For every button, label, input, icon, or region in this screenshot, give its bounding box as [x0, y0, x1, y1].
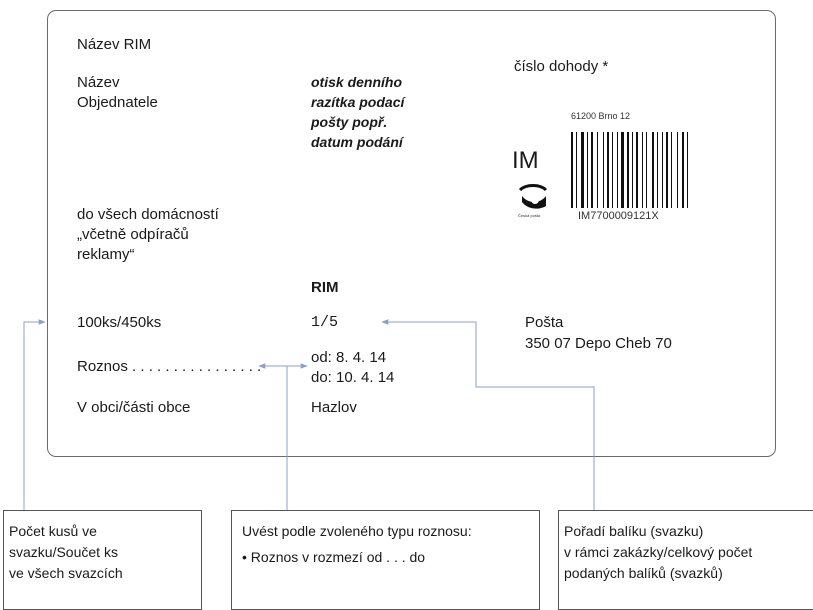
barcode-bar: [576, 132, 577, 208]
nazev-objednatele: Název Objednatele: [77, 74, 158, 111]
barcode-bar: [662, 132, 663, 208]
obec-label: V obci/části obce: [77, 399, 191, 416]
barcode-bar: [666, 132, 668, 208]
rim-heading: RIM: [311, 279, 339, 296]
callout-box-count: Počet kusů ve svazku/Součet ks ve všech …: [3, 510, 202, 610]
logo-caption: Česká pošta: [518, 213, 541, 218]
connector-fraction: [381, 319, 595, 510]
obec-value: Hazlov: [311, 399, 357, 416]
barcode-bar: [597, 132, 598, 208]
post-horn-logo-icon: [518, 184, 548, 209]
posta-value: 350 07 Depo Cheb 70: [525, 335, 672, 352]
barcode-bar: [671, 132, 672, 208]
label-card: [47, 10, 776, 457]
barcode-bar: [632, 132, 633, 208]
callout-order-text: Pořadí balíku (svazku) v rámci zakázky/c…: [564, 523, 753, 581]
barcode-bar: [603, 132, 604, 208]
barcode-bar: [581, 132, 584, 208]
bundle-fraction: 1/5: [311, 314, 339, 331]
barcode-bar: [687, 132, 688, 208]
barcode-bar: [627, 132, 629, 208]
barcode-bar: [636, 132, 638, 208]
barcode-bar: [587, 132, 588, 208]
barcode-bar: [652, 132, 654, 208]
barcode-icon: [571, 132, 688, 208]
barcode-bar: [591, 132, 593, 208]
barcode-bar: [657, 132, 658, 208]
callout-roznos-bullet: • Roznos v rozmezí od . . . do: [242, 549, 426, 565]
barcode-bar: [571, 132, 573, 208]
barcode-bar: [621, 132, 624, 208]
callout-box-roznos: Uvést podle zvoleného typu roznosu: • Ro…: [231, 510, 540, 610]
barcode-bar: [642, 132, 643, 208]
cislo-dohody: číslo dohody *: [514, 58, 609, 75]
households-text: do všech domácností „včetně odpíračů rek…: [77, 206, 219, 263]
barcode-bar: [607, 132, 609, 208]
nazev-rim: Název RIM: [77, 36, 152, 53]
roznos-od: od: 8. 4. 14: [311, 349, 387, 366]
barcode-bar: [646, 132, 647, 208]
barcode-top-text: 61200 Brno 12: [571, 111, 631, 121]
barcode-bar: [612, 132, 613, 208]
posta-label: Pošta: [525, 314, 564, 331]
roznos-do: do: 10. 4. 14: [311, 369, 395, 386]
im-label: IM: [512, 147, 539, 174]
stamp-placeholder: otisk denního razítka podací pošty popř.…: [311, 74, 405, 150]
barcode-number: IM7700009121X: [578, 210, 659, 222]
barcode-bar: [617, 132, 618, 208]
barcode-bar: [682, 132, 684, 208]
callout-roznos-title: Uvést podle zvoleného typu roznosu:: [242, 523, 472, 539]
roznos-label: Roznos . . . . . . . . . . . . . . . .: [77, 358, 262, 375]
callout-box-order: Pořadí balíku (svazku) v rámci zakázky/c…: [558, 510, 813, 610]
callout-count-text: Počet kusů ve svazku/Součet ks ve všech …: [9, 523, 123, 581]
connector-count: [23, 319, 46, 510]
barcode-bar: [677, 132, 678, 208]
piece-count: 100ks/450ks: [77, 314, 162, 331]
connector-roznos: [258, 363, 308, 510]
